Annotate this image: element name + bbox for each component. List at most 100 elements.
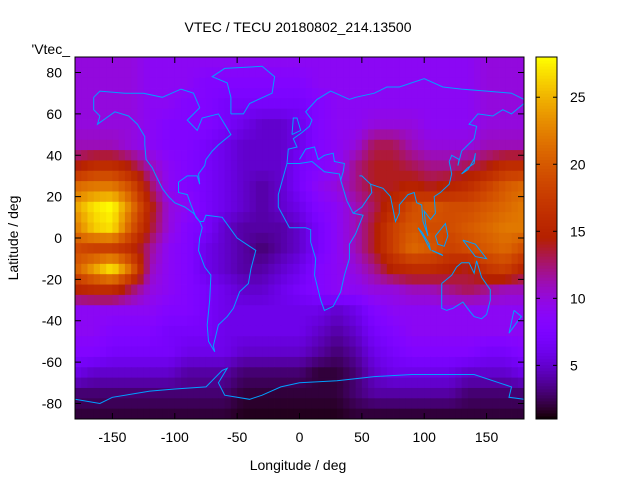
heatmap-cell <box>249 387 257 399</box>
heatmap-cell <box>417 336 425 347</box>
heatmap-cell <box>99 274 107 285</box>
heatmap-cell <box>349 129 357 141</box>
heatmap-cell <box>168 150 176 161</box>
heatmap-cell <box>393 387 400 399</box>
heatmap-cell <box>343 57 350 68</box>
heatmap-cell <box>480 336 487 347</box>
heatmap-cell <box>93 315 101 327</box>
heatmap-cell <box>349 119 357 130</box>
heatmap-cell <box>411 181 419 192</box>
heatmap-cell <box>243 253 251 265</box>
heatmap-cell <box>205 336 213 347</box>
heatmap-cell <box>106 387 113 399</box>
heatmap-cell <box>380 356 388 368</box>
heatmap-cell <box>212 98 219 110</box>
heatmap-cell <box>511 243 519 254</box>
heatmap-cell <box>131 315 138 327</box>
heatmap-cell <box>361 139 369 151</box>
colorbar <box>536 57 557 420</box>
heatmap-cell <box>143 356 151 368</box>
heatmap-cell <box>280 181 288 192</box>
heatmap-cell <box>156 387 163 399</box>
heatmap-cell <box>349 201 357 213</box>
heatmap-cell <box>467 108 475 120</box>
heatmap-cell <box>424 284 431 296</box>
heatmap-cell <box>224 98 232 110</box>
heatmap-cell <box>149 367 157 379</box>
heatmap-cell <box>205 253 213 265</box>
heatmap-cell <box>243 284 251 296</box>
heatmap-cell <box>505 212 512 223</box>
heatmap-cell <box>193 88 201 99</box>
heatmap-cell <box>343 284 350 296</box>
heatmap-cell <box>193 315 201 327</box>
heatmap-cell <box>499 67 506 79</box>
heatmap-cell <box>324 336 332 347</box>
heatmap-cell <box>499 356 506 368</box>
heatmap-cell <box>174 387 182 399</box>
heatmap-cell <box>361 263 369 275</box>
heatmap-cell <box>205 212 213 223</box>
heatmap-cell <box>349 77 357 89</box>
heatmap-cell <box>230 222 238 234</box>
heatmap-cell <box>137 222 144 234</box>
heatmap-cell <box>374 201 381 213</box>
heatmap-cell <box>480 212 487 223</box>
heatmap-cell <box>218 253 226 265</box>
colorbar-segment <box>536 256 557 260</box>
heatmap-cell <box>118 212 126 223</box>
heatmap-cell <box>511 129 519 141</box>
colorbar-segment <box>536 105 557 109</box>
heatmap-cell <box>436 129 444 141</box>
heatmap-cell <box>156 129 163 141</box>
heatmap-cell <box>499 232 506 244</box>
colorbar-segment <box>536 406 557 411</box>
heatmap-cell <box>87 170 95 182</box>
heatmap-cell <box>156 243 163 254</box>
heatmap-cell <box>106 367 113 379</box>
colorbar-segment <box>536 153 557 158</box>
heatmap-cell <box>517 222 525 234</box>
heatmap-cell <box>436 222 444 234</box>
heatmap-cell <box>193 346 201 358</box>
heatmap-cell <box>156 150 163 161</box>
heatmap-cell <box>293 367 300 379</box>
heatmap-cell <box>474 294 481 306</box>
heatmap-cell <box>393 108 400 120</box>
heatmap-cell <box>499 294 506 306</box>
heatmap-cell <box>349 325 357 337</box>
colorbar-segment <box>536 171 557 176</box>
heatmap-cell <box>81 315 88 327</box>
heatmap-cell <box>411 88 419 99</box>
heatmap-cell <box>268 377 275 389</box>
heatmap-cell <box>280 88 288 99</box>
heatmap-cell <box>461 119 469 130</box>
heatmap-cell <box>181 212 188 223</box>
heatmap-cell <box>442 77 450 89</box>
heatmap-cell <box>405 212 413 223</box>
heatmap-cell <box>87 232 95 244</box>
heatmap-cell <box>81 356 88 368</box>
heatmap-cell <box>343 367 350 379</box>
heatmap-cell <box>199 222 207 234</box>
heatmap-cell <box>99 346 107 358</box>
heatmap-cell <box>399 284 406 296</box>
heatmap-cell <box>380 377 388 389</box>
heatmap-cell <box>474 367 481 379</box>
heatmap-cell <box>124 315 132 327</box>
heatmap-cell <box>436 57 444 68</box>
heatmap-cell <box>280 367 288 379</box>
colorbar-segment <box>536 114 557 118</box>
heatmap-cell <box>262 129 269 141</box>
heatmap-cell <box>143 88 151 99</box>
heatmap-cell <box>156 336 163 347</box>
heatmap-cell <box>93 284 101 296</box>
heatmap-cell <box>343 387 350 399</box>
heatmap-cell <box>75 98 82 110</box>
heatmap-cell <box>424 150 431 161</box>
heatmap-cell <box>455 77 463 89</box>
heatmap-cell <box>455 98 463 110</box>
heatmap-cell <box>249 305 257 316</box>
heatmap-cell <box>368 284 375 296</box>
colorbar-tick-label: 15 <box>570 223 586 239</box>
